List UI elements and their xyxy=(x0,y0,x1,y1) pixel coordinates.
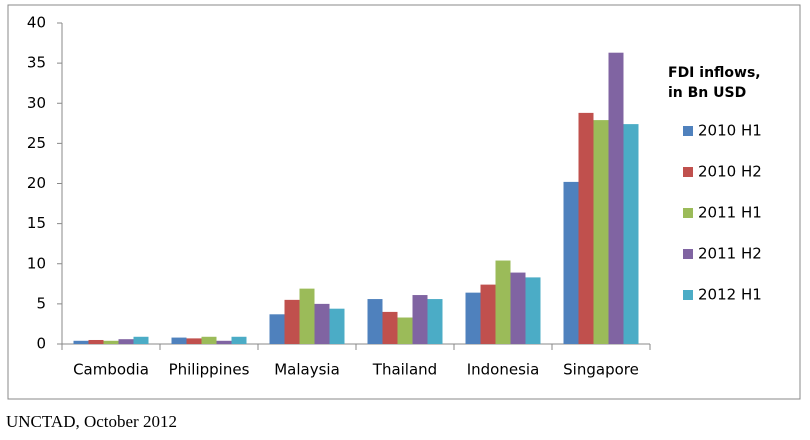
legend-swatch xyxy=(683,167,693,177)
y-tick-label: 5 xyxy=(36,294,46,312)
bar xyxy=(201,336,217,344)
bar xyxy=(563,181,579,344)
bar xyxy=(382,311,398,344)
bar xyxy=(73,340,89,344)
legend-title: FDI inflows, xyxy=(668,65,761,81)
x-tick-label: Malaysia xyxy=(274,361,340,379)
bar xyxy=(465,292,481,344)
bar xyxy=(118,339,134,344)
legend-swatch xyxy=(683,290,693,300)
bar xyxy=(231,336,247,344)
bar xyxy=(427,299,443,344)
bar xyxy=(397,317,413,344)
bar xyxy=(284,299,300,344)
bar xyxy=(171,337,187,344)
legend-swatch xyxy=(683,208,693,218)
bar xyxy=(314,303,330,344)
legend-swatch xyxy=(683,126,693,136)
bar xyxy=(299,288,315,344)
bar xyxy=(269,314,285,344)
bar xyxy=(412,295,428,344)
x-tick-label: Singapore xyxy=(563,361,639,379)
bar xyxy=(133,336,149,344)
x-tick-label: Cambodia xyxy=(73,361,149,379)
legend-title: in Bn USD xyxy=(668,85,746,101)
bar xyxy=(88,339,104,344)
legend-swatch xyxy=(683,249,693,259)
x-tick-label: Philippines xyxy=(169,361,250,379)
bar xyxy=(329,308,345,344)
y-tick-label: 35 xyxy=(27,54,46,72)
y-tick-label: 0 xyxy=(36,335,46,353)
bar xyxy=(510,272,526,344)
legend-label: 2010 H2 xyxy=(698,163,762,181)
legend-label: 2011 H1 xyxy=(698,204,762,222)
bar xyxy=(593,120,609,344)
legend-label: 2012 H1 xyxy=(698,286,762,304)
bar xyxy=(216,340,232,344)
bar xyxy=(186,338,202,344)
bar xyxy=(103,340,119,344)
bar xyxy=(495,260,511,344)
bar xyxy=(367,299,383,344)
y-tick-label: 10 xyxy=(27,254,46,272)
bar xyxy=(578,112,594,344)
legend-label: 2011 H2 xyxy=(698,245,762,263)
y-tick-label: 25 xyxy=(27,134,46,152)
bar xyxy=(480,284,496,344)
x-tick-label: Indonesia xyxy=(467,361,540,379)
legend-label: 2010 H1 xyxy=(698,122,762,140)
x-tick-label: Thailand xyxy=(372,361,437,379)
bar xyxy=(608,52,624,344)
bar xyxy=(623,124,639,345)
y-tick-label: 15 xyxy=(27,214,46,232)
y-tick-label: 20 xyxy=(27,174,46,192)
source-note: UNCTAD, October 2012 xyxy=(6,412,177,431)
y-tick-label: 40 xyxy=(27,14,46,32)
y-tick-label: 30 xyxy=(27,94,46,112)
bar xyxy=(525,277,541,344)
